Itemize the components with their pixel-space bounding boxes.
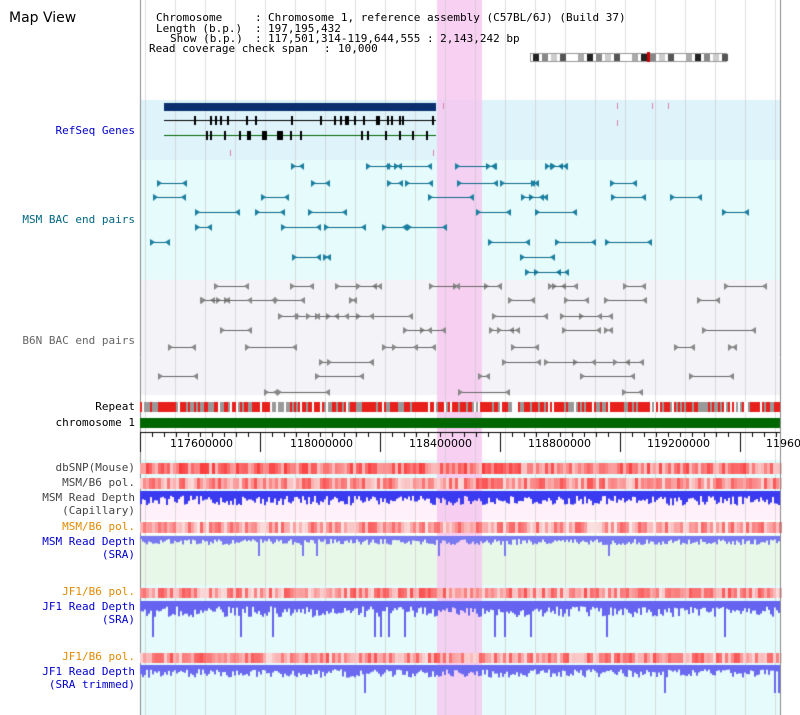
track-label-msm-read-depth-capillary[interactable]: MSM Read Depth (42, 491, 135, 504)
axis-tick-label: 118800000 (528, 437, 591, 450)
track-label-jf1-b6-pol-1[interactable]: JF1/B6 pol. (62, 585, 135, 598)
length-info-colon: : (255, 22, 262, 35)
track-label-msm-read-depth-sra[interactable]: MSM Read Depth (42, 535, 135, 548)
track-label-b6n-bac-end-pairs[interactable]: B6N BAC end pairs (22, 334, 135, 347)
chromosome-info-key: Chromosome (156, 11, 223, 24)
track-label-repeat: Repeat (95, 400, 135, 413)
axis-tick-label: 11960 (766, 437, 800, 450)
track-label-jf1-read-depth-sra-sub: (SRA) (101, 613, 135, 626)
track-label-msm-read-depth-sra-sub: (SRA) (101, 548, 135, 561)
track-label-msm-read-depth-capillary-sub: (Capillary) (62, 504, 135, 517)
show-info-key: Show (b.p.) (170, 32, 243, 45)
track-label-jf1-read-depth-trimmed-sub: (SRA trimmed) (48, 678, 135, 691)
track-label-refseq-genes[interactable]: RefSeq Genes (55, 124, 135, 137)
show-info-colon: : (255, 32, 262, 45)
coverage-info-colon: : (324, 42, 331, 55)
coverage-info-value: 10,000 (338, 42, 378, 55)
coverage-info-key: Read coverage check span (149, 42, 308, 55)
show-info-value: 117,501,314-119,644,555 : 2,143,242 bp (268, 32, 520, 45)
axis-tick-label: 117600000 (170, 437, 233, 450)
axis-tick-label: 118000000 (290, 437, 353, 450)
axis-tick-label: 118400000 (409, 437, 472, 450)
chromosome-info-value: Chromosome 1, reference assembly (C57BL/… (268, 11, 626, 24)
track-label-jf1-b6-pol-2[interactable]: JF1/B6 pol. (62, 650, 135, 663)
axis-tick-label: 119200000 (647, 437, 710, 450)
track-label-msm-b6-pol-2[interactable]: MSM/B6 pol. (62, 520, 135, 533)
track-label-dbsnp[interactable]: dbSNP(Mouse) (55, 461, 135, 474)
track-label-chromosome: chromosome 1 (55, 416, 135, 429)
track-label-jf1-read-depth-sra[interactable]: JF1 Read Depth (42, 600, 135, 613)
track-label-msm-bac-end-pairs[interactable]: MSM BAC end pairs (22, 213, 135, 226)
track-label-jf1-read-depth-trimmed[interactable]: JF1 Read Depth (42, 665, 135, 678)
page-title: Map View (9, 10, 77, 26)
length-info-key: Length (b.p.) (156, 22, 243, 35)
track-label-msm-b6-pol-1[interactable]: MSM/B6 pol. (62, 476, 135, 489)
chromosome-info-colon: : (255, 11, 262, 24)
length-info-value: 197,195,432 (268, 22, 341, 35)
